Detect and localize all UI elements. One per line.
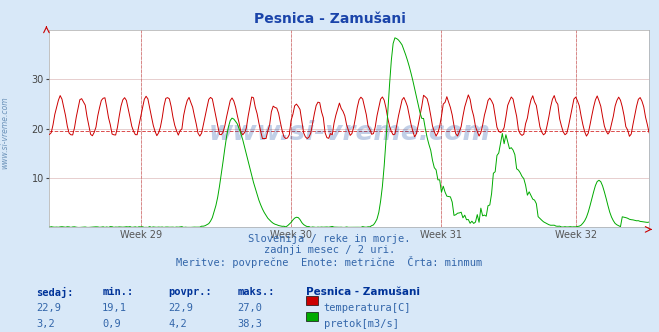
Text: 22,9: 22,9	[168, 303, 193, 313]
Text: www.si-vreme.com: www.si-vreme.com	[1, 97, 10, 169]
Text: www.si-vreme.com: www.si-vreme.com	[208, 120, 490, 146]
Text: 3,2: 3,2	[36, 319, 55, 329]
Text: maks.:: maks.:	[237, 287, 275, 297]
Text: povpr.:: povpr.:	[168, 287, 212, 297]
Text: temperatura[C]: temperatura[C]	[324, 303, 411, 313]
Text: 19,1: 19,1	[102, 303, 127, 313]
Text: pretok[m3/s]: pretok[m3/s]	[324, 319, 399, 329]
Text: 38,3: 38,3	[237, 319, 262, 329]
Text: 0,9: 0,9	[102, 319, 121, 329]
Text: sedaj:: sedaj:	[36, 287, 74, 298]
Text: 22,9: 22,9	[36, 303, 61, 313]
Text: zadnji mesec / 2 uri.: zadnji mesec / 2 uri.	[264, 245, 395, 255]
Text: min.:: min.:	[102, 287, 133, 297]
Text: Pesnica - Zamušani: Pesnica - Zamušani	[254, 12, 405, 26]
Text: Pesnica - Zamušani: Pesnica - Zamušani	[306, 287, 420, 297]
Text: 27,0: 27,0	[237, 303, 262, 313]
Text: Meritve: povprečne  Enote: metrične  Črta: minmum: Meritve: povprečne Enote: metrične Črta:…	[177, 256, 482, 268]
Text: 4,2: 4,2	[168, 319, 186, 329]
Text: Slovenija / reke in morje.: Slovenija / reke in morje.	[248, 234, 411, 244]
